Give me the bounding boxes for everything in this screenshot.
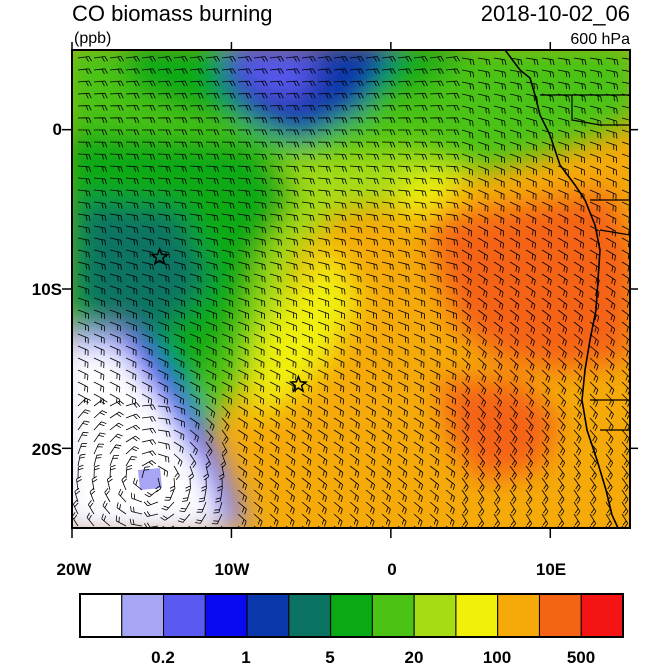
lon-label-0: 0 xyxy=(387,560,397,579)
plot-title: CO biomass burning xyxy=(72,1,273,26)
star-marker xyxy=(288,374,308,393)
site-markers xyxy=(150,246,308,393)
colorbar-swatch xyxy=(204,593,248,638)
colorbar xyxy=(79,593,624,638)
colorbar-swatch xyxy=(330,593,373,638)
lon-label-10w: 10W xyxy=(214,560,250,579)
pressure-level: 600 hPa xyxy=(570,31,630,48)
colorbar-swatch xyxy=(288,593,332,638)
colorbar-swatch xyxy=(413,593,457,638)
colorbar-swatch xyxy=(371,593,415,638)
colorbar-label: 1 xyxy=(241,648,251,667)
colorbar-swatch xyxy=(79,593,123,638)
colorbar-label: 500 xyxy=(566,648,596,667)
plot-datetime: 2018-10-02_06 xyxy=(480,1,630,26)
axis-ticks xyxy=(62,42,638,538)
colorbar-label: 20 xyxy=(404,648,424,667)
co-concentration-field xyxy=(72,50,630,528)
colorbar-label: 0.2 xyxy=(151,648,175,667)
lat-label-10s: 10S xyxy=(31,280,62,299)
lon-label-20w: 20W xyxy=(56,560,92,579)
colorbar-swatch xyxy=(538,593,582,638)
colorbar-label: 5 xyxy=(325,648,335,667)
colorbar-swatch xyxy=(497,593,540,638)
colorbar-swatch xyxy=(246,593,290,638)
lat-label-20s: 20S xyxy=(31,440,62,459)
plot-units: (ppb) xyxy=(74,30,112,47)
star-marker xyxy=(150,246,170,266)
colorbar-swatch xyxy=(580,593,624,638)
colorbar-swatch xyxy=(455,593,499,638)
lon-label-10e: 10E xyxy=(535,560,567,579)
colorbar-swatch xyxy=(121,593,165,638)
coastline xyxy=(504,50,619,528)
colorbar-label: 100 xyxy=(482,648,512,667)
country-borders xyxy=(540,94,630,431)
lat-label-0: 0 xyxy=(52,120,62,139)
wind-barbs xyxy=(72,56,630,528)
colorbar-swatch xyxy=(163,593,206,638)
